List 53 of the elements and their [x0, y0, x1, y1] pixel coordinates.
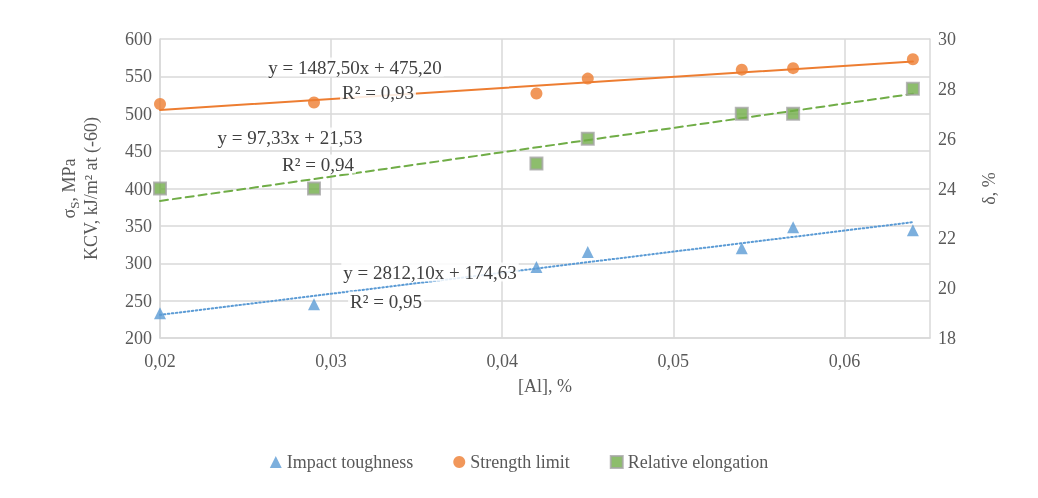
y-tick-label: 250 [125, 290, 152, 311]
annotation: R² = 0,94 [282, 153, 355, 175]
x-axis-title: [Al], % [518, 375, 572, 396]
x-tick-label: 0,03 [315, 351, 347, 371]
y2-tick-label: 28 [938, 78, 956, 99]
annotation: y = 1487,50x + 475,20 [268, 56, 442, 78]
point [530, 87, 543, 100]
y2-tick-label: 30 [938, 29, 956, 49]
point [154, 98, 166, 111]
legend-label: Strength limit [470, 452, 570, 472]
point [307, 181, 321, 196]
point [580, 131, 595, 146]
point [308, 298, 320, 311]
y2-tick-label: 18 [938, 328, 956, 348]
annotation: R² = 0,93 [342, 81, 414, 103]
point [906, 224, 919, 237]
y-tick-label: 600 [125, 29, 152, 49]
legend-label: Impact toughness [286, 452, 414, 472]
point [529, 156, 544, 171]
point [735, 63, 748, 76]
point [787, 221, 800, 234]
point [153, 181, 167, 196]
point [581, 72, 594, 85]
point [154, 307, 166, 320]
point [905, 81, 920, 96]
y2-tick-label: 24 [938, 178, 956, 199]
point [906, 53, 919, 66]
annotation: y = 2812,10x + 174,63 [343, 261, 517, 283]
y2-axis-title: δ, % [979, 172, 999, 205]
point [787, 62, 800, 75]
y2-tick-label: 20 [938, 278, 956, 299]
x-tick-label: 0,05 [657, 351, 690, 371]
y-tick-label: 550 [125, 66, 152, 87]
y-tick-label: 450 [125, 141, 152, 162]
y-tick-label: 350 [125, 215, 152, 236]
annotation: R² = 0,95 [350, 290, 422, 312]
x-tick-label: 0,06 [828, 351, 861, 371]
point [786, 106, 801, 121]
y-tick-label: 400 [125, 178, 152, 199]
y2-tick-label: 26 [938, 128, 956, 149]
x-tick-label: 0,04 [486, 351, 518, 371]
y2-tick-label: 22 [938, 228, 956, 249]
point [308, 96, 320, 109]
y-tick-label: 300 [125, 253, 152, 274]
legend-label: Relative elongation [627, 452, 769, 472]
point [581, 246, 594, 259]
point [735, 242, 748, 255]
y-tick-label: 500 [125, 103, 152, 124]
y-tick-label: 200 [125, 328, 152, 348]
point [530, 260, 543, 273]
x-tick-label: 0,02 [144, 351, 176, 371]
annotation: y = 97,33x + 21,53 [217, 126, 363, 148]
point [734, 106, 749, 121]
